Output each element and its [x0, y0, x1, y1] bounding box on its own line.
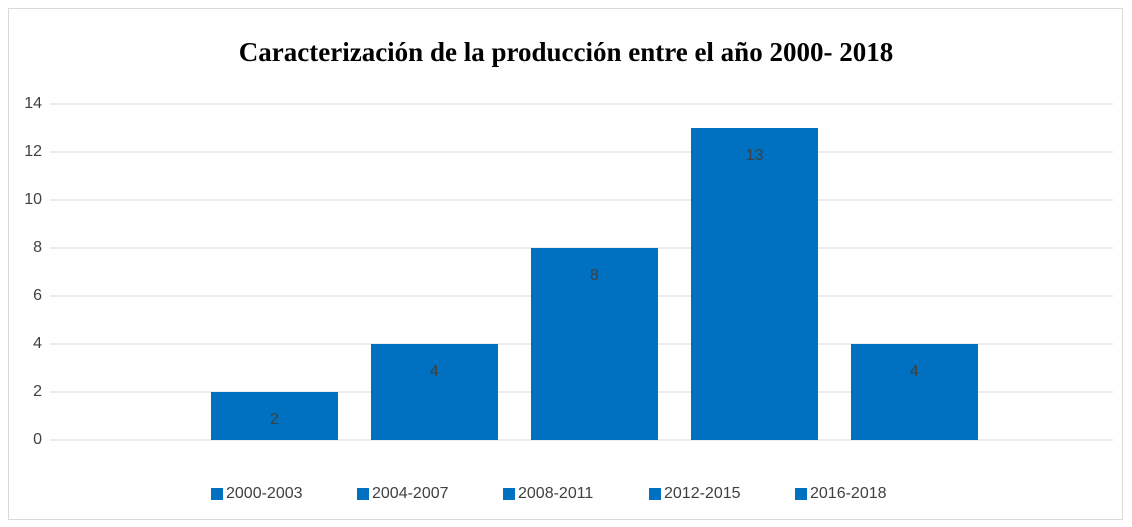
legend-label: 2012-2015 [664, 485, 741, 502]
legend-swatch [795, 488, 807, 500]
bar [691, 128, 818, 440]
legend-label: 2008-2011 [518, 485, 593, 502]
legend-label: 2016-2018 [810, 485, 887, 502]
legend-swatch [357, 488, 369, 500]
y-tick-label: 12 [24, 143, 42, 160]
legend-swatch [649, 488, 661, 500]
legend-label: 2004-2007 [372, 485, 449, 502]
y-tick-label: 14 [24, 95, 42, 112]
data-label: 13 [746, 147, 764, 164]
bar [531, 248, 658, 440]
data-label: 2 [270, 411, 279, 428]
data-label: 4 [910, 363, 919, 380]
legend-swatch [503, 488, 515, 500]
bar [851, 344, 978, 440]
legend-swatch [211, 488, 223, 500]
legend-label: 2000-2003 [226, 485, 303, 502]
bar [211, 392, 338, 440]
y-tick-label: 10 [24, 191, 42, 208]
y-tick-label: 8 [33, 239, 42, 256]
data-label: 4 [430, 363, 439, 380]
y-tick-label: 0 [33, 431, 42, 448]
chart-title: Caracterización de la producción entre e… [239, 37, 893, 67]
data-label: 8 [590, 267, 599, 284]
y-tick-label: 2 [33, 383, 42, 400]
bar [371, 344, 498, 440]
y-tick-label: 4 [33, 335, 42, 352]
y-tick-label: 6 [33, 287, 42, 304]
